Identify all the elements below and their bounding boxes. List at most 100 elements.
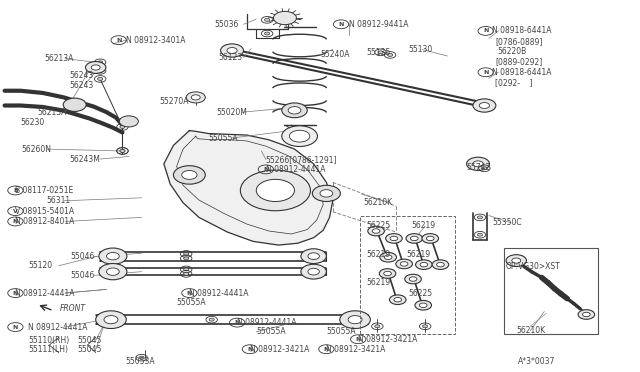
Text: 55053A: 55053A xyxy=(125,357,156,366)
Circle shape xyxy=(63,98,86,112)
Circle shape xyxy=(184,253,189,256)
Text: N: N xyxy=(247,347,253,352)
Circle shape xyxy=(390,295,406,305)
Circle shape xyxy=(479,103,490,109)
Text: N 08912-8401A: N 08912-8401A xyxy=(15,217,75,226)
Text: B 08117-0251E: B 08117-0251E xyxy=(15,186,74,195)
Circle shape xyxy=(301,249,326,263)
Text: 55270A: 55270A xyxy=(159,97,189,106)
Text: 55055A: 55055A xyxy=(256,327,286,336)
Text: N 08912-4441A: N 08912-4441A xyxy=(189,289,249,298)
Text: N: N xyxy=(356,337,361,342)
Circle shape xyxy=(99,263,127,280)
Text: 55120: 55120 xyxy=(28,261,52,270)
Circle shape xyxy=(415,260,432,269)
Circle shape xyxy=(380,269,396,278)
Circle shape xyxy=(184,257,189,260)
Circle shape xyxy=(380,253,396,262)
Circle shape xyxy=(104,315,118,324)
Text: 55045: 55045 xyxy=(78,345,102,354)
Circle shape xyxy=(264,18,269,21)
Circle shape xyxy=(173,166,205,184)
Text: OP:VG30>XST: OP:VG30>XST xyxy=(506,262,561,271)
Text: 55055A: 55055A xyxy=(326,327,356,336)
Text: N: N xyxy=(13,324,18,330)
Text: 55020M: 55020M xyxy=(217,108,248,117)
Circle shape xyxy=(308,268,319,275)
Text: 56220B: 56220B xyxy=(497,47,526,56)
Text: 56260N: 56260N xyxy=(22,145,52,154)
Circle shape xyxy=(282,103,307,118)
Text: N: N xyxy=(234,320,240,325)
Text: 56225: 56225 xyxy=(408,289,432,298)
Text: 55130: 55130 xyxy=(408,45,432,54)
Text: 55266[0786-1291]: 55266[0786-1291] xyxy=(266,155,337,164)
Circle shape xyxy=(506,255,527,266)
Text: 55055A: 55055A xyxy=(177,298,206,307)
Circle shape xyxy=(308,253,319,260)
Text: N: N xyxy=(339,22,344,27)
Text: 56213A: 56213A xyxy=(45,54,74,63)
Circle shape xyxy=(477,216,483,219)
Text: V: V xyxy=(13,209,18,214)
Circle shape xyxy=(436,262,444,267)
Text: N: N xyxy=(324,347,329,352)
Circle shape xyxy=(409,277,417,281)
Circle shape xyxy=(86,62,106,73)
Circle shape xyxy=(404,274,421,284)
Circle shape xyxy=(385,255,392,260)
Circle shape xyxy=(419,303,427,308)
Circle shape xyxy=(191,95,200,100)
Text: [0292-    ]: [0292- ] xyxy=(495,78,532,87)
Circle shape xyxy=(384,271,392,276)
Circle shape xyxy=(106,253,119,260)
Text: 56243M: 56243M xyxy=(70,154,100,164)
Circle shape xyxy=(426,236,434,241)
Text: N: N xyxy=(187,291,192,296)
Circle shape xyxy=(375,325,380,328)
Text: [0786-0889]: [0786-0889] xyxy=(495,37,543,46)
Text: 55046: 55046 xyxy=(70,271,95,280)
Circle shape xyxy=(400,262,408,266)
Circle shape xyxy=(182,170,197,179)
Circle shape xyxy=(396,259,412,269)
Circle shape xyxy=(98,77,102,80)
Text: N: N xyxy=(483,70,488,75)
Text: N 08912-4441A: N 08912-4441A xyxy=(28,323,88,331)
Circle shape xyxy=(120,150,125,153)
Circle shape xyxy=(289,130,310,142)
Circle shape xyxy=(186,92,205,103)
Circle shape xyxy=(386,234,402,243)
Text: 55240A: 55240A xyxy=(320,51,349,60)
Text: 55046: 55046 xyxy=(70,252,95,262)
Bar xyxy=(360,215,455,334)
Circle shape xyxy=(378,51,383,54)
Circle shape xyxy=(120,150,125,153)
Circle shape xyxy=(98,61,102,64)
Text: 56243: 56243 xyxy=(70,71,94,80)
Circle shape xyxy=(92,65,100,70)
Text: N 08912-3401A: N 08912-3401A xyxy=(125,36,185,45)
Text: N: N xyxy=(13,219,18,224)
Text: 56311: 56311 xyxy=(46,196,70,205)
Text: N: N xyxy=(263,167,269,172)
Circle shape xyxy=(264,32,269,35)
Circle shape xyxy=(184,268,189,271)
Circle shape xyxy=(477,233,483,236)
Circle shape xyxy=(301,264,326,279)
Text: B: B xyxy=(13,188,18,193)
Text: 56123: 56123 xyxy=(218,53,242,62)
Text: 55111(LH): 55111(LH) xyxy=(28,345,68,354)
Circle shape xyxy=(139,356,144,359)
Circle shape xyxy=(241,170,310,211)
Text: N 08912-3421A: N 08912-3421A xyxy=(250,345,309,354)
Text: V 08915-5401A: V 08915-5401A xyxy=(15,206,74,216)
Circle shape xyxy=(420,262,428,267)
Text: N 08912-4441A: N 08912-4441A xyxy=(266,165,325,174)
Text: 55742: 55742 xyxy=(467,163,491,172)
Text: N: N xyxy=(116,38,122,43)
Circle shape xyxy=(432,260,449,269)
Text: N 08912-3421A: N 08912-3421A xyxy=(326,345,386,354)
Text: 55036: 55036 xyxy=(215,20,239,29)
Circle shape xyxy=(512,258,521,263)
